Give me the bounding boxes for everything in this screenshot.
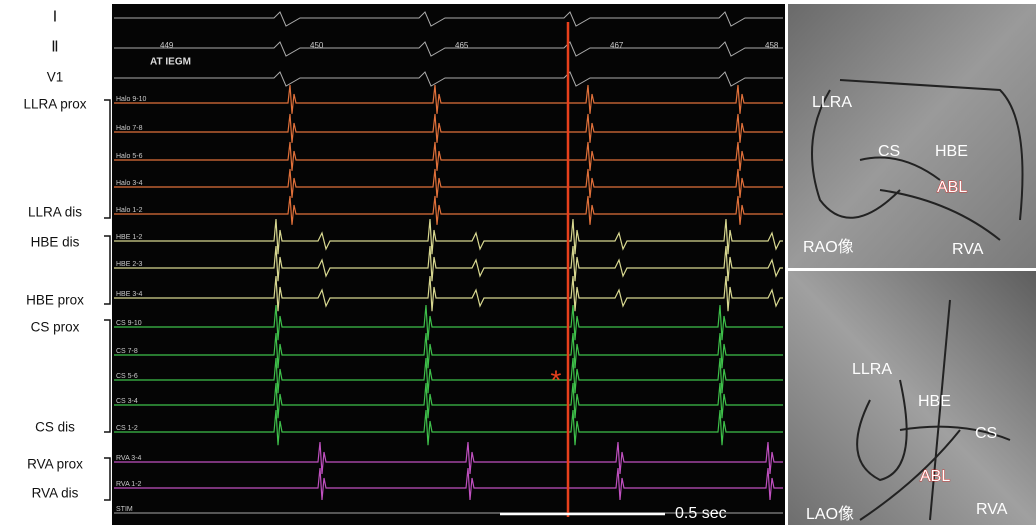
channel-label: Halo 1-2 [116, 207, 143, 214]
lead-label: HBE dis [31, 235, 80, 250]
channel-label: CS 5-6 [116, 373, 138, 380]
cycle-length: 450 [310, 41, 324, 50]
fluoro-label: LLRA [812, 94, 852, 111]
channel-label: Halo 3-4 [116, 180, 143, 187]
lead-label: HBE prox [26, 293, 84, 308]
fluoro-label: ABL [920, 468, 950, 485]
bracket [104, 320, 110, 432]
figure: Ⅰ Ⅱ V1 LLRA prox LLRA dis HBE dis HBE prox CS p… [0, 0, 1036, 525]
lao-fluoro [788, 271, 1036, 525]
bracket [104, 458, 110, 500]
fluoro-label: LLRA [852, 361, 892, 378]
lead-label: RVA prox [27, 457, 83, 472]
channel-label: CS 7-8 [116, 348, 138, 355]
egm-title: AT IEGM [150, 57, 191, 68]
cycle-length: 467 [610, 41, 624, 50]
bracket [104, 236, 110, 304]
channel-label: Halo 7-8 [116, 125, 143, 132]
egm-panel [112, 4, 785, 525]
lead-label: RVA dis [32, 486, 79, 501]
cycle-length: 465 [455, 41, 469, 50]
lead-label: LLRA dis [28, 205, 82, 220]
scale-label: 0.5 sec [675, 505, 727, 522]
fluoro-label: HBE [918, 393, 951, 410]
fluoro-label: RVA [952, 241, 984, 258]
cycle-length: 449 [160, 41, 174, 50]
lead-label: LLRA prox [23, 97, 86, 112]
fluoro-label: HBE [935, 143, 968, 160]
channel-label: Halo 5-6 [116, 153, 143, 160]
fluoro-label: RVA [976, 501, 1008, 518]
marker: * [551, 364, 562, 395]
lead-label: Ⅱ [51, 39, 58, 55]
fluoro-label: CS [878, 143, 900, 160]
bracket [104, 100, 110, 218]
channel-label: CS 3-4 [116, 398, 138, 405]
lead-label: CS prox [31, 320, 80, 335]
lead-label: Ⅰ [53, 9, 57, 25]
lead-label: CS dis [35, 420, 75, 435]
lead-label: V1 [47, 70, 64, 85]
channel-label: HBE 2-3 [116, 261, 143, 268]
channel-label: RVA 3-4 [116, 455, 142, 462]
fluoro-label: RAO像 [803, 238, 854, 256]
cycle-length: 458 [765, 41, 779, 50]
channel-label: CS 9-10 [116, 320, 142, 327]
fluoro-label: CS [975, 425, 997, 442]
channel-label: HBE 1-2 [116, 234, 143, 241]
fluoro-label: LAO像 [806, 505, 854, 523]
channel-label: STIM [116, 506, 133, 513]
channel-label: HBE 3-4 [116, 291, 143, 298]
channel-label: RVA 1-2 [116, 481, 142, 488]
rao-fluoro [788, 4, 1036, 268]
channel-label: Halo 9-10 [116, 96, 146, 103]
channel-label: CS 1-2 [116, 425, 138, 432]
fluoro-label: ABL [937, 179, 967, 196]
